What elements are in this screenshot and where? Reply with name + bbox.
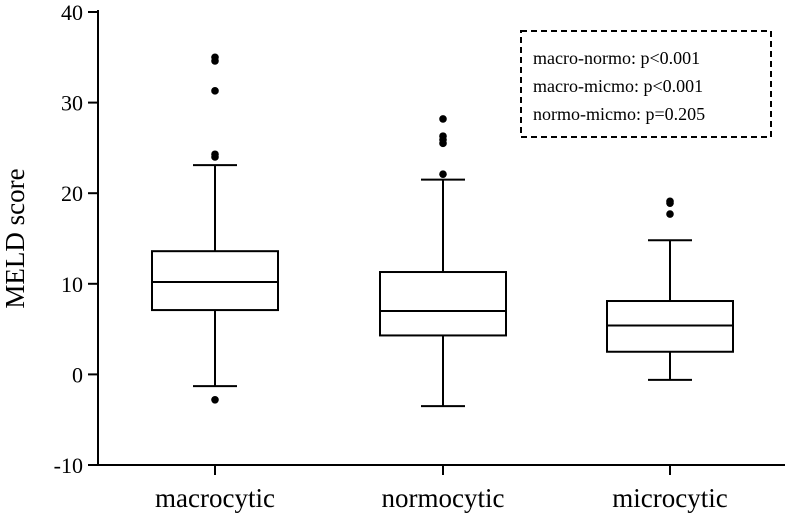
outlier-point — [439, 132, 447, 140]
y-tick-label: 30 — [61, 91, 83, 116]
x-tick-label-microcytic: microcytic — [612, 483, 727, 513]
box-microcytic — [606, 197, 734, 381]
annotation-line-2: macro-micmo: p<0.001 — [533, 76, 703, 96]
y-tick-label: 40 — [61, 0, 83, 25]
outlier-point — [211, 395, 219, 404]
y-tick-label: 0 — [72, 362, 83, 387]
x-tick-label-normocytic: normocytic — [382, 483, 505, 513]
box-macrocytic — [151, 53, 279, 404]
iqr-box — [151, 250, 279, 312]
outlier-point — [666, 210, 674, 218]
outlier-point — [439, 170, 447, 178]
y-axis-label: MELD score — [0, 168, 30, 308]
x-tick-label-macrocytic: macrocytic — [155, 483, 275, 513]
outlier-point — [211, 150, 219, 159]
outlier-point — [211, 53, 219, 62]
outlier-point — [211, 87, 219, 95]
outlier-point — [666, 197, 674, 206]
x-axis: macrocytic normocytic microcytic — [97, 464, 785, 513]
y-tick-label: -10 — [54, 453, 83, 478]
annotation-box: macro-normo: p<0.001 macro-micmo: p<0.00… — [520, 30, 772, 138]
box-normocytic — [379, 115, 507, 408]
annotation-line-3: normo-micmo: p=0.205 — [533, 104, 705, 124]
y-tick-label: 10 — [61, 272, 83, 297]
iqr-box — [379, 271, 507, 337]
outlier-point — [439, 115, 447, 123]
boxes-group — [151, 53, 734, 408]
y-tick-label: 20 — [61, 181, 83, 206]
annotation-line-1: macro-normo: p<0.001 — [533, 48, 700, 68]
y-axis: -10 0 10 20 30 40 — [54, 0, 99, 478]
annotation-border — [520, 30, 772, 138]
